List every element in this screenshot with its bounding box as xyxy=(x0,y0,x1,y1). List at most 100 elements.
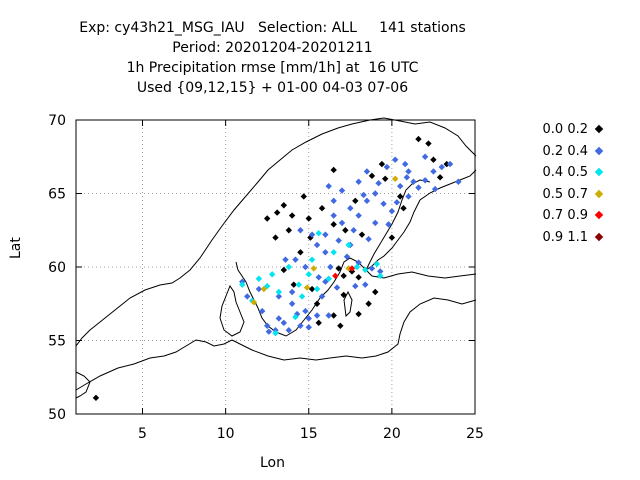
data-point xyxy=(352,282,359,290)
legend-marker xyxy=(594,189,604,198)
sweden-east-coast xyxy=(245,257,367,337)
data-point xyxy=(333,284,341,291)
norway-north-coast xyxy=(369,117,477,157)
data-point xyxy=(292,313,299,321)
data-point xyxy=(382,175,389,182)
data-point xyxy=(305,271,312,278)
data-point xyxy=(421,153,429,160)
data-point xyxy=(335,237,342,244)
data-point xyxy=(313,241,321,249)
data-point xyxy=(298,293,306,300)
data-point xyxy=(403,174,411,181)
data-point xyxy=(345,265,352,272)
data-point xyxy=(377,272,384,280)
legend-item: 0.7 0.9 xyxy=(508,206,608,228)
sweden-west-coast xyxy=(235,261,247,283)
title-line-3: 1h Precipitation rmse [mm/1h] at 16 UTC xyxy=(126,60,419,76)
data-point xyxy=(352,197,359,205)
y-tick-label: 70 xyxy=(48,113,66,129)
data-point xyxy=(92,394,100,402)
data-point xyxy=(338,187,346,194)
legend-label: 0.2 0.4 xyxy=(542,143,588,159)
data-point xyxy=(438,163,445,171)
data-point xyxy=(348,265,356,272)
coastline-map xyxy=(75,117,477,399)
data-point xyxy=(250,299,258,306)
data-point xyxy=(415,184,422,191)
data-point xyxy=(392,175,399,182)
gotland-outline xyxy=(343,290,353,318)
legend-marker xyxy=(594,167,604,177)
data-point xyxy=(259,307,266,315)
legend-label: 0.9 1.1 xyxy=(538,229,589,245)
data-point xyxy=(330,312,337,319)
data-point xyxy=(288,212,296,219)
y-axis-label: Lat xyxy=(8,237,24,259)
data-point xyxy=(355,212,362,219)
data-point xyxy=(255,275,263,282)
data-point xyxy=(303,284,311,291)
data-point xyxy=(377,268,384,275)
data-point xyxy=(396,193,404,200)
data-point xyxy=(347,205,354,212)
data-point xyxy=(244,293,251,300)
data-point xyxy=(365,235,372,243)
legend-item: 0.4 0.5 xyxy=(508,163,608,185)
data-point xyxy=(310,265,317,272)
data-point xyxy=(280,202,288,209)
data-point xyxy=(431,185,439,193)
data-point xyxy=(313,312,321,319)
data-point xyxy=(268,271,276,278)
title-line-2: Period: 20201204-20201211 xyxy=(172,40,373,56)
data-points xyxy=(92,135,462,402)
data-point xyxy=(308,231,316,238)
data-point xyxy=(263,215,271,222)
data-point xyxy=(292,256,299,263)
data-point xyxy=(255,285,263,293)
germany-coast xyxy=(75,339,233,391)
data-point xyxy=(401,160,409,168)
x-axis-label: Lon xyxy=(260,455,285,471)
data-point xyxy=(343,253,351,260)
data-point xyxy=(322,249,329,256)
data-point xyxy=(313,300,321,307)
data-point xyxy=(368,172,376,180)
data-point xyxy=(372,190,379,197)
data-point xyxy=(330,197,337,205)
data-point xyxy=(315,274,322,281)
data-point xyxy=(388,234,396,241)
data-point xyxy=(272,234,279,241)
y-tick-label: 50 xyxy=(48,407,66,423)
legend-marker xyxy=(594,146,604,155)
data-point xyxy=(415,135,422,143)
data-point xyxy=(338,219,346,227)
data-point xyxy=(380,200,387,207)
data-point xyxy=(363,168,371,175)
data-point xyxy=(345,241,352,249)
y-tick-label: 55 xyxy=(48,334,66,350)
data-point xyxy=(410,178,417,185)
data-point xyxy=(430,156,437,163)
y-tick-label: 60 xyxy=(48,260,66,276)
data-point xyxy=(436,174,444,181)
data-point xyxy=(337,322,344,329)
data-point xyxy=(443,160,450,168)
data-point xyxy=(362,266,369,274)
data-point xyxy=(318,293,326,300)
data-point xyxy=(265,328,273,335)
denmark-outline xyxy=(219,284,245,337)
data-point xyxy=(405,193,412,200)
data-point xyxy=(430,168,437,175)
legend-item: 0.9 1.1 xyxy=(508,228,608,250)
data-point xyxy=(290,281,297,288)
data-point xyxy=(305,324,312,331)
data-point xyxy=(300,193,307,200)
data-point xyxy=(315,229,322,237)
data-point xyxy=(263,322,271,329)
legend-label: 0.4 0.5 xyxy=(542,165,588,180)
baltic-east-coast xyxy=(361,297,477,359)
data-point xyxy=(302,263,309,271)
data-point xyxy=(325,275,332,282)
data-point xyxy=(288,288,296,296)
